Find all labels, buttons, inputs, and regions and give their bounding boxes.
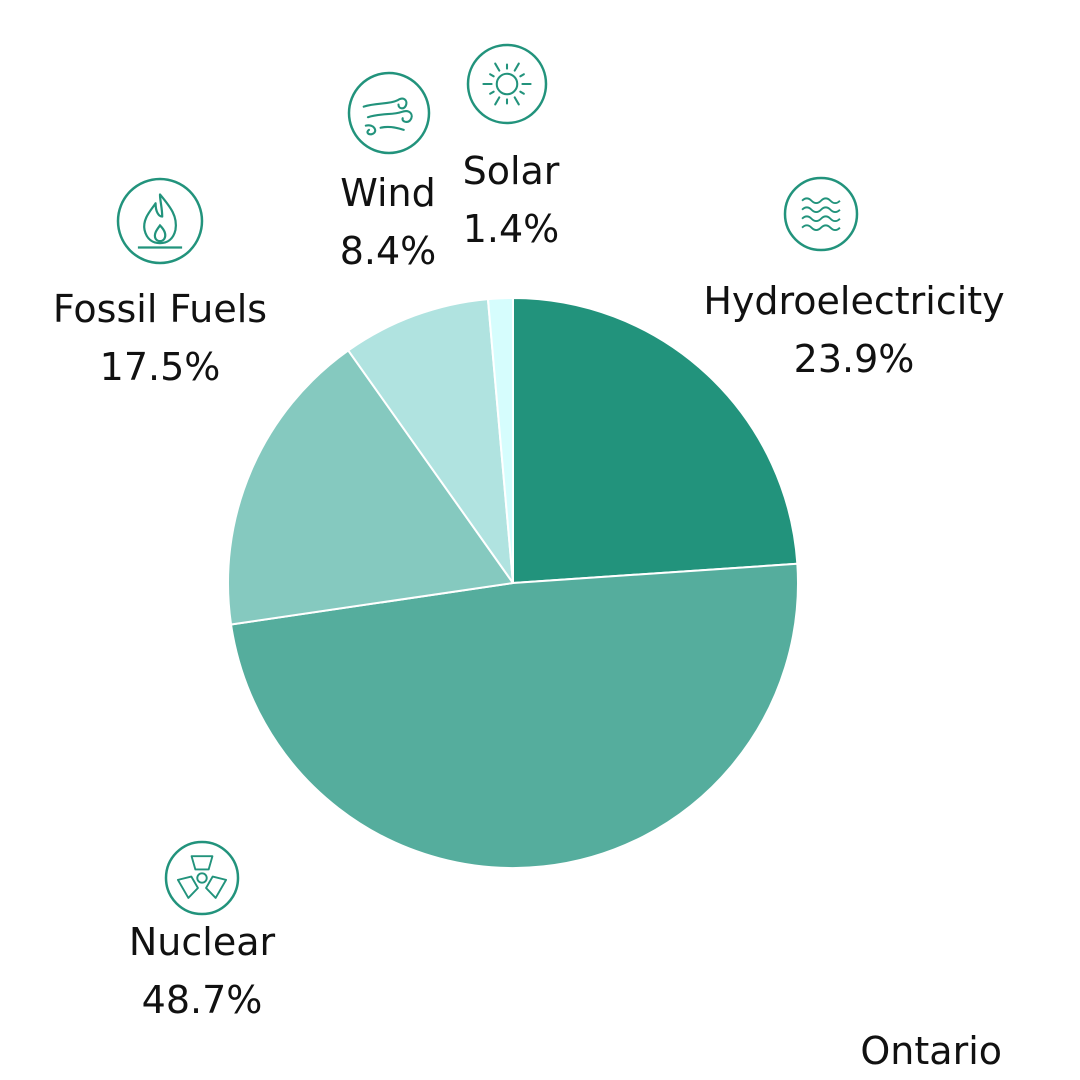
label-fossil-fuels-value: 17.5%	[99, 345, 221, 389]
nuclear-fan-icon	[164, 840, 240, 916]
label-nuclear-value: 48.7%	[141, 978, 263, 1022]
label-hydroelectricity: Hydroelectricity 23.9%	[688, 272, 1020, 388]
label-wind: Wind 8.4%	[328, 164, 448, 280]
pie-slice-wind	[347, 298, 514, 584]
label-wind-value: 8.4%	[339, 229, 437, 273]
region-label: Ontario	[860, 1029, 1002, 1073]
label-fossil-fuels: Fossil Fuels 17.5%	[30, 280, 290, 396]
pie-slice-nuclear	[230, 562, 799, 870]
pie-slice-solar	[486, 296, 514, 584]
sun-icon	[466, 43, 548, 125]
wind-swirl-icon	[347, 71, 431, 155]
label-solar-value: 1.4%	[462, 207, 560, 251]
label-hydroelectricity-name: Hydroelectricity	[703, 279, 1005, 323]
label-hydroelectricity-value: 23.9%	[793, 337, 915, 381]
water-waves-icon	[783, 176, 859, 252]
label-nuclear-name: Nuclear	[128, 920, 276, 964]
pie-slice-fossil-fuels	[226, 349, 514, 626]
label-nuclear: Nuclear 48.7%	[92, 913, 312, 1029]
label-solar-name: Solar	[462, 149, 560, 193]
label-solar: Solar 1.4%	[450, 142, 572, 258]
flame-icon	[116, 177, 204, 265]
pie-slice-hydroelectricity	[512, 297, 799, 584]
label-wind-name: Wind	[340, 171, 436, 215]
label-fossil-fuels-name: Fossil Fuels	[52, 287, 268, 331]
